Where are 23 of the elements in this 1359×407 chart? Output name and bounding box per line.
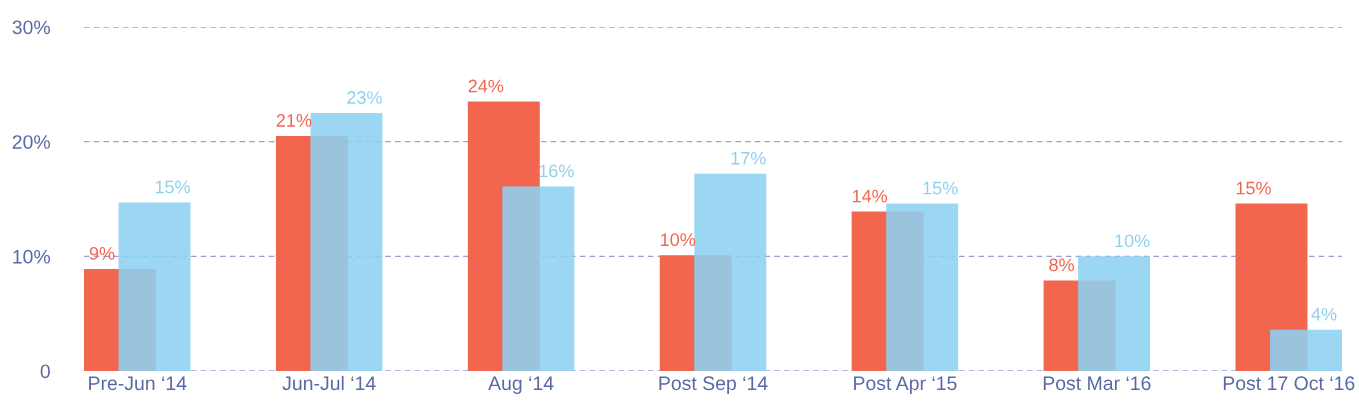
x-tick-label: Aug ‘14	[488, 376, 554, 394]
y-tick-label: 30%	[12, 20, 50, 35]
data-label: 4%	[1311, 307, 1337, 321]
x-tick-label: Jun-Jul ‘14	[282, 375, 376, 391]
x-tick-label: Post Apr ‘15	[854, 376, 957, 394]
data-label: 15%	[923, 181, 958, 195]
y-tick-label: 0	[40, 364, 50, 379]
data-label: 15%	[1236, 181, 1271, 195]
data-label: 10%	[1115, 234, 1150, 248]
data-label: 15%	[155, 180, 190, 194]
data-label: 8%	[1049, 258, 1074, 272]
data-label: 14%	[852, 189, 888, 203]
y-tick-label: 10%	[13, 249, 50, 264]
x-tick-label: Post Sep ‘14	[659, 376, 768, 394]
data-label: 24%	[468, 79, 504, 93]
data-label: 9%	[89, 247, 115, 260]
y-tick-label: 20%	[12, 135, 50, 149]
data-label: 10%	[661, 233, 696, 247]
x-tick-label: Pre-Jun ‘14	[89, 376, 187, 391]
x-tick-label: Post Mar ‘16	[1043, 376, 1151, 391]
data-label: 23%	[347, 91, 382, 104]
data-label: 17%	[731, 151, 766, 165]
x-tick-label: Post 17 Oct ‘16	[1223, 376, 1355, 391]
